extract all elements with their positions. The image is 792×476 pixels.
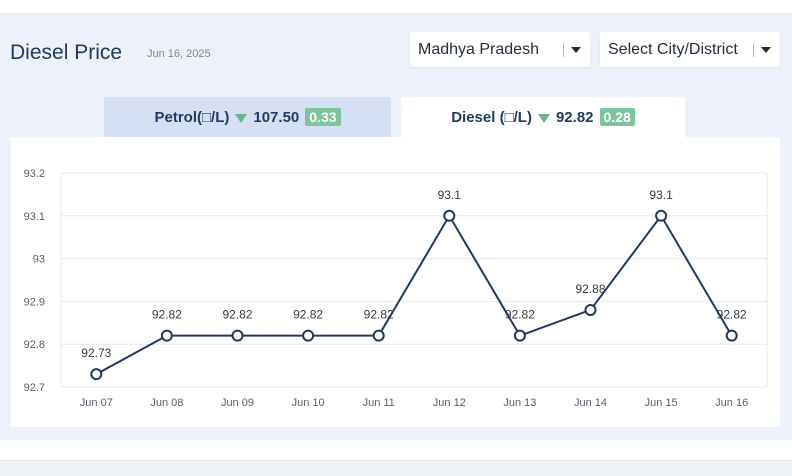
x-tick-label: Jun 14: [574, 397, 607, 409]
chart-panel: 92.7 92.8 92.9 93 93.1 93.2 Jun 07 Jun 08 Jun 0…: [11, 137, 780, 427]
down-arrow-icon: [537, 113, 550, 123]
state-select-value: Madhya Pradesh: [418, 40, 539, 58]
down-arrow-icon: [235, 113, 248, 123]
x-tick-label: Jun 12: [433, 397, 466, 409]
tab-petrol[interactable]: Petrol(□/L) 107.50 0.33: [104, 97, 391, 137]
y-tick-label: 93.1: [24, 211, 45, 223]
data-point: [513, 329, 526, 342]
data-label: 92.82: [505, 308, 535, 322]
data-point: [725, 329, 738, 342]
x-tick-label: Jun 10: [292, 397, 325, 409]
state-select[interactable]: Madhya Pradesh: [410, 32, 590, 67]
data-label: 92.82: [222, 308, 252, 322]
data-labels: 92.73 92.82 92.82 92.82 92.82 93.1 92.82 92.88 9…: [81, 188, 747, 360]
y-axis-ticks: 92.7 92.8 92.9 93 93.1 93.2: [24, 168, 45, 394]
data-label: 92.82: [717, 308, 747, 322]
chart-grid: [60, 172, 768, 388]
top-divider: [0, 0, 792, 14]
x-tick-label: Jun 11: [363, 397, 395, 409]
diesel-price-line: [95, 213, 733, 376]
data-point: [160, 329, 173, 342]
x-tick-label: Jun 15: [645, 397, 678, 409]
chevron-down-icon: [571, 47, 581, 53]
data-label: 93.1: [649, 188, 673, 202]
data-label: 92.73: [81, 346, 111, 360]
city-select-value: Select City/District: [608, 40, 738, 58]
x-tick-label: Jun 08: [150, 397, 183, 409]
y-tick-label: 92.8: [24, 339, 45, 351]
data-point: [90, 368, 103, 381]
tab-diesel[interactable]: Diesel (□/L) 92.82 0.28: [401, 97, 685, 137]
x-axis-ticks: Jun 07 Jun 08 Jun 09 Jun 10 Jun 11 Jun 12 Jun …: [80, 397, 748, 409]
data-label: 93.1: [438, 188, 462, 202]
data-label: 92.82: [364, 308, 394, 322]
x-tick-label: Jun 13: [503, 397, 536, 409]
select-separator: [753, 43, 754, 57]
data-point: [443, 209, 456, 222]
tab-diesel-price: 92.82: [555, 108, 594, 126]
data-point: [372, 329, 385, 342]
tab-petrol-label: Petrol(□/L): [154, 108, 230, 126]
y-tick-label: 93.2: [24, 168, 45, 180]
x-tick-label: Jun 07: [80, 397, 113, 409]
data-label: 92.82: [293, 308, 323, 322]
x-tick-label: Jun 16: [715, 397, 748, 409]
data-label: 92.88: [575, 282, 605, 296]
tab-petrol-change-badge: 0.33: [305, 108, 341, 126]
data-point: [302, 329, 315, 342]
data-point: [655, 209, 668, 222]
chevron-down-icon: [761, 47, 771, 53]
city-select[interactable]: Select City/District: [600, 32, 780, 67]
bottom-divider: [0, 460, 792, 476]
tab-diesel-change-badge: 0.28: [599, 108, 635, 126]
data-label: 92.82: [152, 308, 182, 322]
tab-diesel-label: Diesel (□/L): [451, 108, 532, 126]
data-point: [584, 303, 597, 316]
x-tick-label: Jun 09: [221, 397, 254, 409]
data-points: [90, 209, 738, 381]
tab-petrol-price: 107.50: [253, 108, 300, 126]
select-separator: [563, 43, 564, 57]
price-date: Jun 16, 2025: [147, 48, 211, 60]
y-tick-label: 93: [33, 254, 45, 266]
data-point: [231, 329, 244, 342]
y-tick-label: 92.7: [24, 382, 45, 394]
page-title: Diesel Price: [10, 41, 123, 64]
y-tick-label: 92.9: [24, 296, 45, 308]
